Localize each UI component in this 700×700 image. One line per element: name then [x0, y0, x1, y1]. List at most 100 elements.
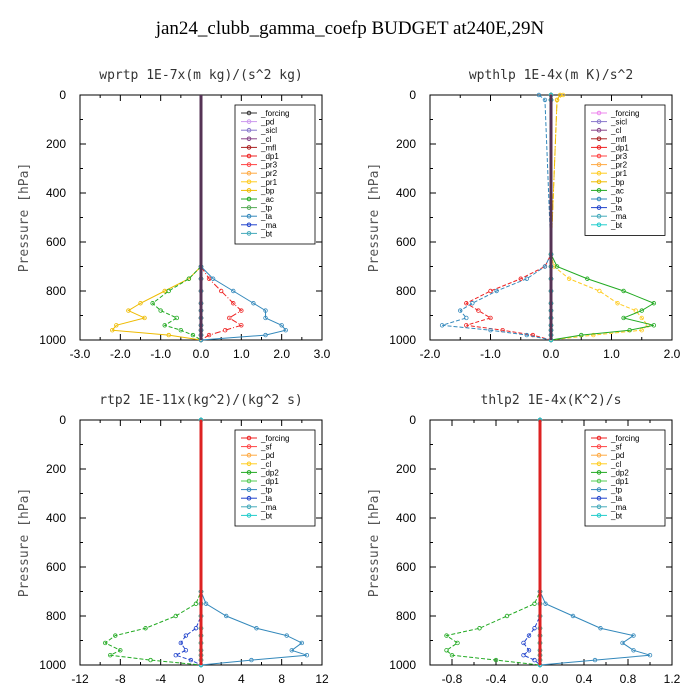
data-point: [639, 308, 644, 313]
legend-marker: [246, 196, 252, 202]
legend-label: _pd: [260, 451, 274, 460]
legend-marker: [596, 162, 602, 167]
data-point: [651, 301, 657, 306]
data-point: [251, 301, 256, 306]
legend-label: _cl: [260, 135, 271, 144]
chart-panel-wpthlp: wpthlp 1E-4x(m K)/s^2 Pressure [hPa] 0 200 4…: [367, 68, 681, 361]
y-tick-label: 600: [46, 560, 66, 574]
legend-marker: [596, 213, 602, 219]
x-tick-label: 0.0: [532, 672, 549, 686]
x-tick-label: 1.0: [603, 347, 620, 361]
legend-label: _sf: [260, 443, 272, 452]
data-point: [231, 301, 236, 306]
y-tick-label: 800: [396, 284, 416, 298]
series-line-dp1: [465, 95, 552, 341]
legend-box: [234, 429, 316, 527]
data-point: [621, 288, 626, 294]
legend-label: _pr2: [260, 169, 278, 178]
legend-label: _ta: [260, 494, 273, 503]
legend-marker: [246, 119, 252, 124]
data-point: [488, 315, 493, 321]
data-point: [526, 648, 532, 653]
data-point: [227, 315, 232, 321]
data-point: [263, 315, 268, 321]
data-point: [142, 315, 147, 321]
series-line-tp: [539, 420, 651, 666]
data-point: [304, 653, 310, 658]
legend-label: _ma: [610, 503, 627, 512]
legend-marker: [596, 188, 602, 193]
legend-label: _tp: [610, 195, 623, 204]
legend-marker: [246, 470, 252, 475]
legend-marker: [246, 504, 252, 510]
legend-label: _bp: [260, 186, 275, 195]
legend-marker: [246, 495, 252, 501]
y-tick-label: 400: [396, 186, 416, 200]
legend-marker: [596, 487, 602, 492]
legend-label: _bp: [610, 178, 625, 187]
legend-marker: [596, 205, 602, 210]
series-line-ta: [174, 420, 202, 666]
data-point: [188, 657, 194, 663]
data-point: [249, 657, 254, 663]
y-tick-label: 800: [46, 284, 66, 298]
legend-marker: [246, 162, 252, 167]
x-tick-label: 3.0: [314, 347, 331, 361]
data-point: [178, 328, 184, 333]
legend-label: _dp1: [260, 152, 279, 161]
data-point: [464, 301, 469, 306]
x-tick-label: 4: [238, 672, 245, 686]
x-tick-label: -1.0: [480, 347, 501, 361]
x-tick-label: -3.0: [70, 347, 91, 361]
data-point: [444, 633, 449, 638]
data-point: [113, 633, 118, 638]
data-point: [639, 328, 644, 333]
legend-marker: [596, 461, 602, 467]
x-tick-label: -2.0: [420, 347, 441, 361]
x-tick-label: 0.4: [576, 672, 593, 686]
data-point: [162, 288, 167, 294]
data-point: [150, 301, 155, 306]
legend-marker: [246, 231, 252, 236]
x-tick-label: 2.0: [664, 347, 681, 361]
data-point: [521, 653, 526, 658]
data-point: [254, 626, 259, 631]
data-point: [532, 601, 537, 606]
x-tick-label: -1.0: [150, 347, 171, 361]
x-tick-label: 1.0: [233, 347, 250, 361]
data-point: [103, 640, 108, 646]
legend-marker: [246, 145, 252, 150]
data-point: [178, 640, 184, 646]
data-point: [464, 323, 469, 328]
y-tick-label: 0: [59, 413, 66, 427]
legend-label: _dp1: [260, 477, 279, 486]
data-point: [530, 332, 536, 338]
y-tick-label: 0: [409, 88, 416, 102]
data-point: [560, 92, 566, 98]
y-tick-label: 600: [396, 235, 416, 249]
data-point: [110, 328, 115, 333]
data-point: [532, 626, 537, 631]
y-tick-label: 200: [396, 137, 416, 151]
y-tick-label: 600: [396, 560, 416, 574]
data-point: [615, 301, 620, 306]
data-point: [138, 301, 143, 306]
legend-marker: [246, 213, 252, 219]
legend-label: _ma: [260, 503, 277, 512]
data-point: [633, 308, 638, 313]
legend-label: _ta: [610, 204, 623, 213]
data-point: [542, 264, 548, 269]
x-tick-label: -2.0: [110, 347, 131, 361]
y-tick-label: 0: [59, 88, 66, 102]
data-point: [449, 653, 455, 658]
legend-label: _pr2: [610, 161, 628, 170]
y-tick-label: 400: [46, 186, 66, 200]
x-tick-label: -12: [71, 672, 89, 686]
legend-box: [584, 104, 666, 236]
panel-title: rtp2 1E-11x(kg^2)/(kg^2 s): [99, 393, 303, 408]
legend-marker: [596, 179, 602, 185]
data-point: [239, 308, 244, 313]
legend-marker: [596, 435, 602, 441]
data-point: [148, 657, 153, 663]
legend-label: _cl: [260, 460, 271, 469]
